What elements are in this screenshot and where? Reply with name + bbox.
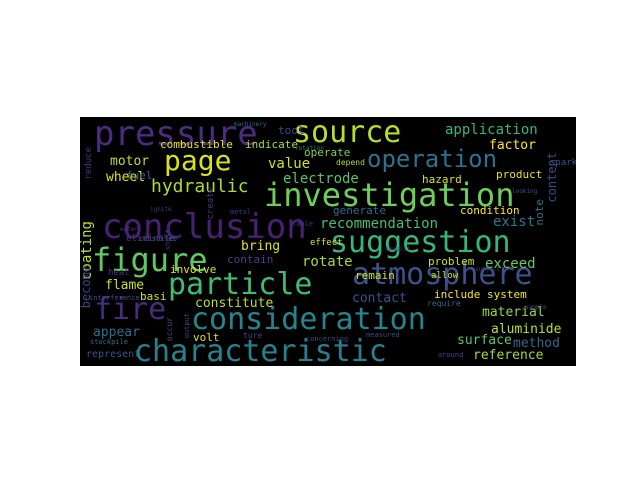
word-cloud-word: conclusion bbox=[102, 207, 307, 247]
word-cloud-word: ignite bbox=[150, 206, 172, 213]
word-cloud-word: bring bbox=[241, 239, 281, 254]
word-cloud-word: interference bbox=[89, 294, 140, 302]
word-cloud-word: tool bbox=[278, 124, 305, 137]
word-cloud-word: contact bbox=[352, 291, 407, 306]
word-cloud-word: consideration bbox=[191, 302, 426, 337]
word-cloud-word: characteristic bbox=[134, 334, 387, 367]
word-cloud-word: product bbox=[496, 168, 543, 181]
word-cloud-word: heat bbox=[108, 268, 130, 278]
word-cloud-word: around bbox=[438, 351, 464, 359]
word-cloud-word: flame bbox=[105, 278, 145, 293]
word-cloud-word: looking bbox=[512, 188, 538, 195]
word-cloud-word: spark bbox=[550, 158, 576, 168]
word-cloud-word: concerning bbox=[306, 335, 349, 343]
word-cloud-word: appear bbox=[93, 325, 140, 340]
word-cloud-word: method bbox=[513, 336, 560, 351]
word-cloud-word: operation bbox=[367, 145, 498, 173]
word-cloud-word: aluminide bbox=[491, 322, 562, 337]
word-cloud-word: operate bbox=[304, 146, 351, 159]
word-cloud-word: exceed bbox=[485, 256, 536, 272]
word-cloud-word: output bbox=[183, 313, 191, 339]
word-cloud-word: page bbox=[164, 144, 232, 177]
word-cloud-word: reduce bbox=[84, 147, 94, 180]
word-cloud-word: consist bbox=[385, 246, 411, 253]
word-cloud-word: generate bbox=[333, 204, 386, 217]
word-cloud-image: pressure source application page operation fa… bbox=[80, 117, 576, 366]
word-cloud-word: electrode bbox=[283, 171, 359, 187]
word-cloud-word: rotation bbox=[295, 145, 324, 152]
word-cloud-word: source bbox=[293, 117, 402, 150]
word-cloud-word: basi bbox=[140, 290, 167, 303]
word-cloud-word: subject bbox=[475, 266, 501, 273]
word-cloud-word: motor bbox=[110, 154, 150, 169]
word-cloud-word: contain bbox=[227, 253, 274, 266]
word-cloud-word: include system bbox=[434, 288, 527, 301]
word-cloud-word: involve bbox=[170, 263, 217, 276]
word-cloud-word: indicate bbox=[245, 138, 298, 151]
word-cloud-word: measured bbox=[366, 331, 400, 339]
word-cloud-word: remain bbox=[355, 269, 395, 282]
word-cloud-word: investigation bbox=[264, 176, 515, 214]
word-cloud-word: fuel bbox=[126, 169, 153, 182]
word-cloud-word: metal bbox=[230, 208, 252, 216]
word-cloud-word: create bbox=[206, 187, 216, 220]
word-cloud-word: reference bbox=[473, 348, 544, 363]
word-cloud-word: application bbox=[445, 122, 538, 138]
word-cloud-word: condition bbox=[460, 204, 520, 217]
word-cloud-word: volt bbox=[193, 331, 220, 344]
word-cloud-word: water bbox=[120, 226, 139, 233]
word-cloud-word: fire bbox=[94, 292, 167, 327]
word-cloud-word: figure bbox=[92, 241, 208, 279]
word-cloud-word: hydraulic bbox=[151, 176, 249, 197]
word-cloud-word: represent bbox=[86, 349, 141, 360]
word-cloud-word: stockpile bbox=[90, 338, 128, 346]
word-cloud-word: allow bbox=[431, 271, 459, 281]
word-cloud-word: ture bbox=[243, 331, 263, 340]
word-cloud-word: particle bbox=[168, 267, 313, 302]
word-cloud-word: machinery bbox=[234, 121, 267, 128]
word-cloud-word: factor bbox=[489, 138, 536, 153]
word-cloud-word: table bbox=[292, 220, 314, 228]
word-cloud-word: constitute bbox=[195, 296, 274, 311]
word-cloud-word: material bbox=[482, 305, 545, 320]
word-cloud-word: surface bbox=[457, 333, 512, 348]
word-cloud-word: rotate bbox=[302, 254, 353, 270]
word-cloud-word: exist bbox=[493, 214, 536, 230]
word-cloud-word: suggestion bbox=[330, 225, 511, 260]
word-cloud-word: occur bbox=[165, 317, 174, 342]
word-cloud-word: note bbox=[533, 199, 546, 226]
word-cloud-word: wheel bbox=[106, 170, 146, 185]
word-cloud-word: atmosphere bbox=[352, 257, 533, 292]
word-cloud-word: effect bbox=[310, 238, 343, 248]
word-cloud-word: depend bbox=[336, 158, 365, 167]
word-cloud-word: recommendation bbox=[320, 216, 439, 232]
word-cloud-word: require bbox=[427, 299, 461, 308]
word-cloud-word: sample bbox=[525, 304, 547, 311]
word-cloud-word: eliminate bbox=[126, 234, 175, 244]
word-cloud-word: problem bbox=[428, 255, 475, 268]
word-cloud-word: hazard bbox=[422, 173, 462, 186]
word-cloud-word: value bbox=[268, 156, 311, 172]
word-cloud-word: combustible bbox=[160, 138, 233, 151]
word-cloud-word: pressure bbox=[94, 117, 258, 154]
word-cloud-word: consulted bbox=[139, 235, 177, 243]
